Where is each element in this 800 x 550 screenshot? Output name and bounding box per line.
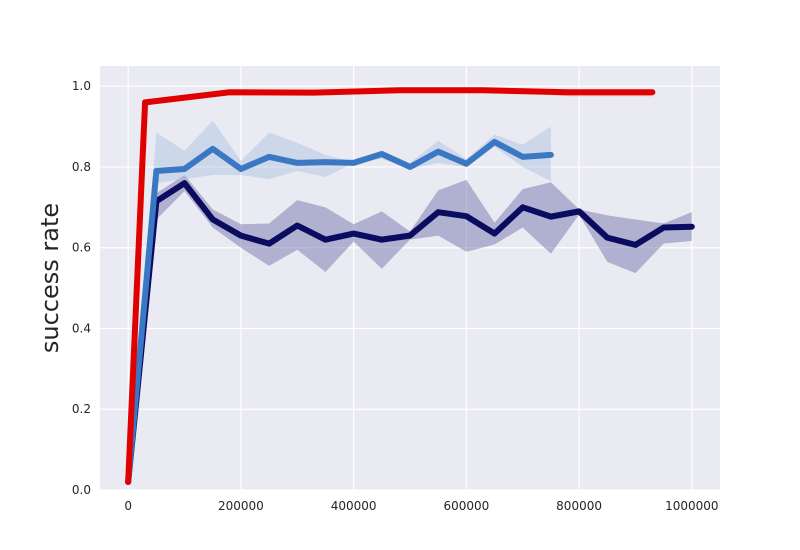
x-axis-ticks: 0 200000 400000 600000 800000 1000000 <box>124 499 718 513</box>
series-1-line <box>125 180 695 485</box>
series-lines <box>125 87 695 485</box>
grid-lines <box>100 66 720 491</box>
x-tick-label: 200000 <box>218 499 264 513</box>
x-tick-label: 0 <box>124 499 132 513</box>
x-tick-label: 600000 <box>443 499 489 513</box>
plot-background <box>100 66 720 490</box>
y-tick-label: 0.8 <box>72 160 91 174</box>
series-3-line <box>125 87 656 485</box>
y-tick-label: 0.0 <box>72 483 91 497</box>
series-2-band <box>128 120 551 482</box>
series-1-band <box>128 175 692 482</box>
y-axis-ticks: 0.0 0.2 0.4 0.6 0.8 1.0 <box>72 79 91 497</box>
y-tick-label: 0.4 <box>72 321 91 335</box>
x-tick-label: 400000 <box>331 499 377 513</box>
series-2-line <box>125 138 554 485</box>
y-tick-label: 1.0 <box>72 79 91 93</box>
y-axis-title: success rate <box>36 203 64 353</box>
confidence-bands <box>128 90 692 482</box>
x-tick-label: 800000 <box>556 499 602 513</box>
y-tick-label: 0.6 <box>72 241 91 255</box>
x-tick-label: 1000000 <box>665 499 718 513</box>
y-tick-label: 0.2 <box>72 402 91 416</box>
